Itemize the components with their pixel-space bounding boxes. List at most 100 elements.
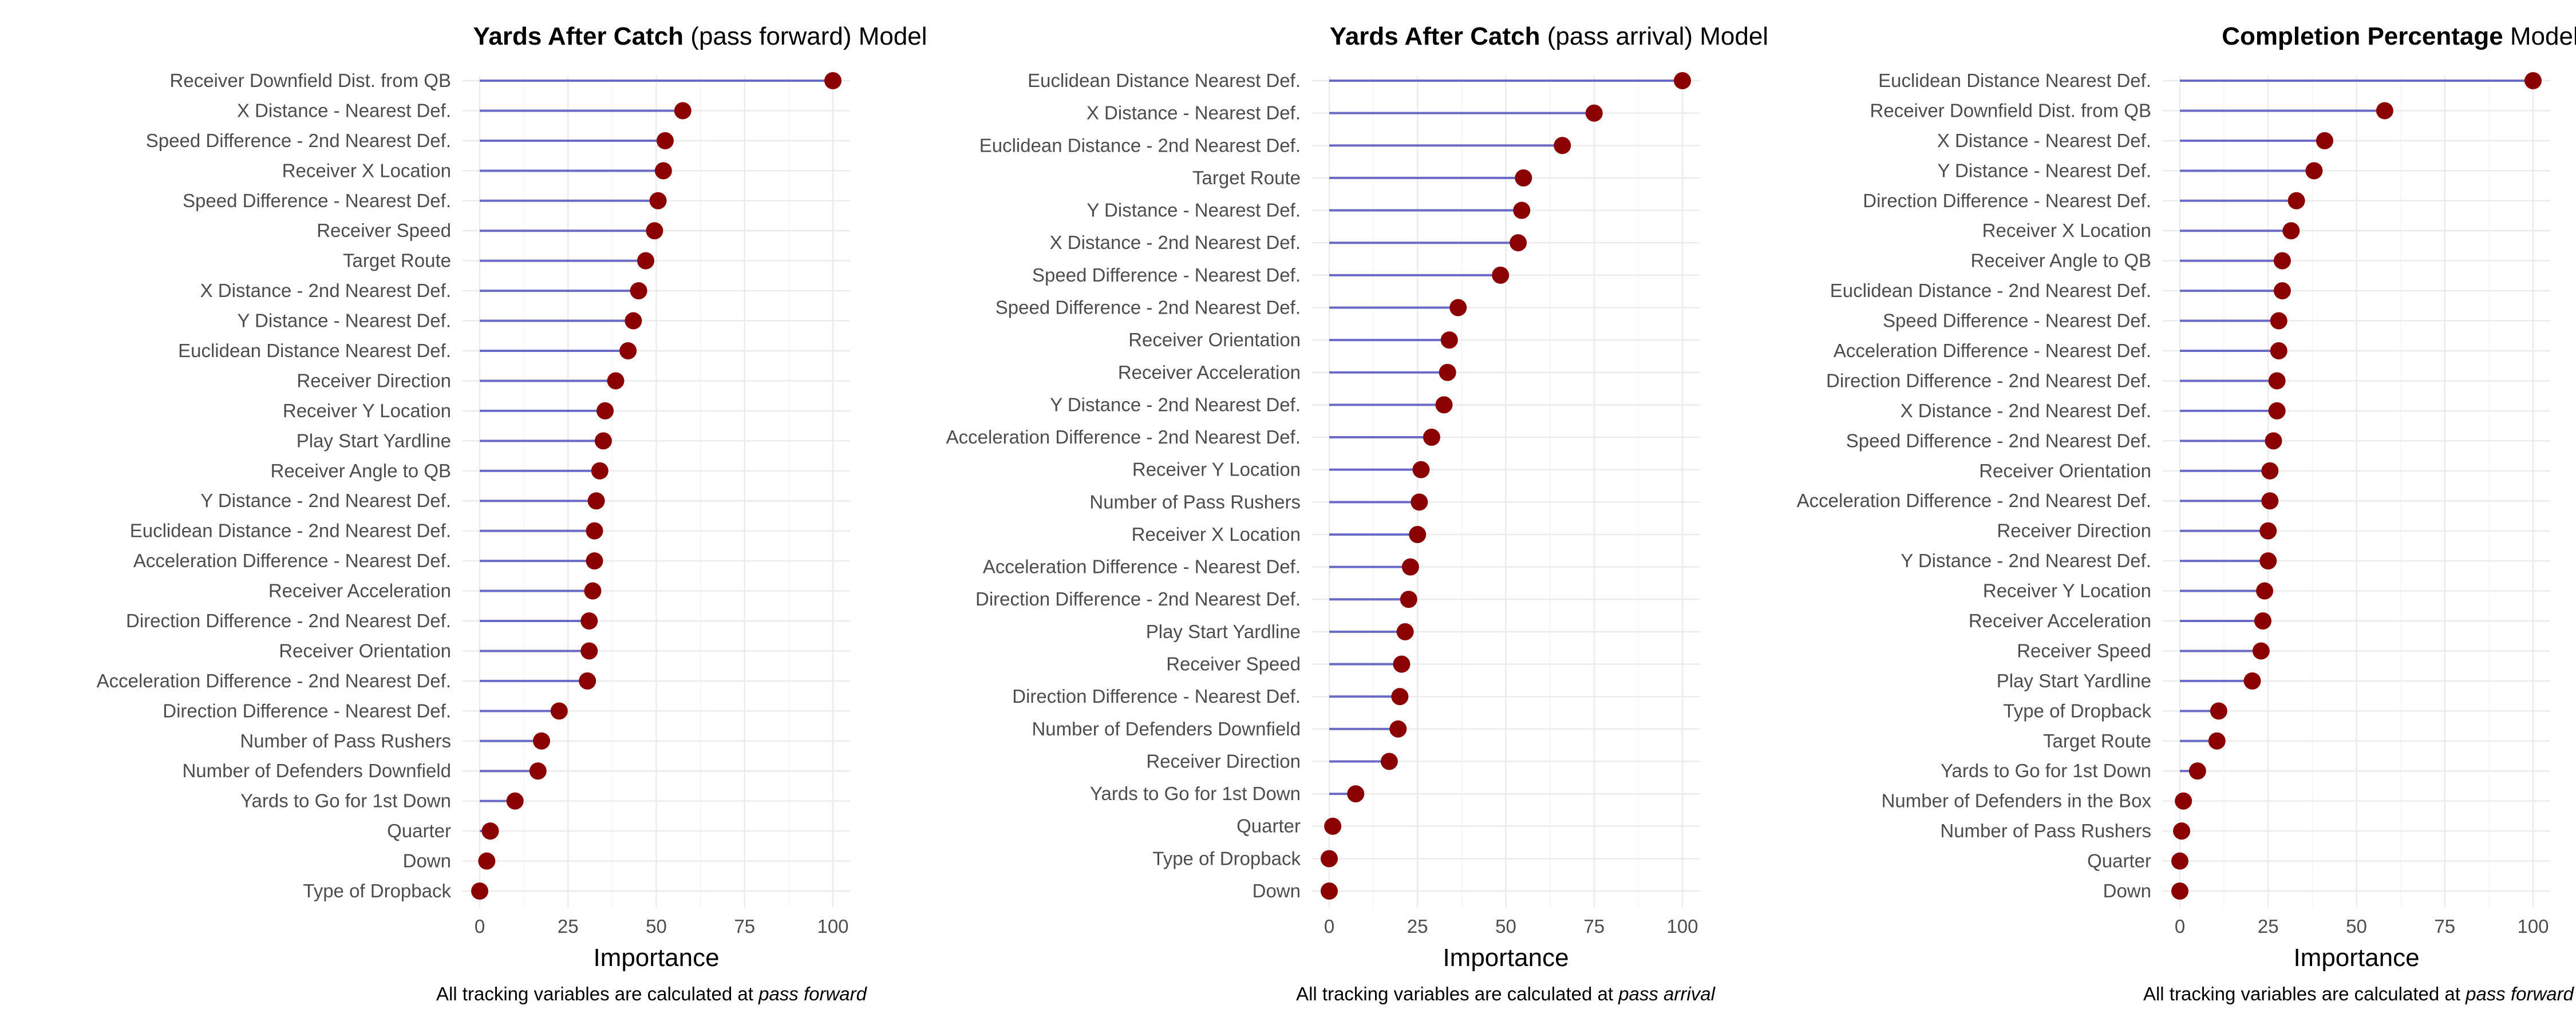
lollipop-point (2256, 582, 2274, 600)
lollipop-point (532, 732, 550, 750)
category-label: Yards to Go for 1st Down (1090, 783, 1301, 804)
lollipop-point (1674, 72, 1691, 89)
x-tick-label: 0 (2175, 916, 2185, 937)
lollipop-point (2282, 222, 2300, 240)
category-label: Speed Difference - Nearest Def. (1032, 264, 1301, 286)
x-tick-label: 75 (2434, 916, 2455, 937)
category-label: Receiver Speed (2017, 640, 2151, 661)
x-tick-label: 0 (475, 916, 485, 937)
chart-title: Completion Percentage Model (2222, 22, 2576, 50)
panel-1: Receiver Downfield Dist. from QB X Distan… (97, 22, 927, 1004)
lollipop-point (2316, 132, 2333, 149)
category-label: Play Start Yardline (297, 430, 451, 451)
chart-title: Yards After Catch (pass arrival) Model (1330, 22, 1768, 50)
category-label: Receiver Speed (1166, 654, 1301, 675)
lollipop-point (2210, 702, 2227, 720)
lollipop-point (1423, 429, 1440, 446)
caption-prefix: All tracking variables are calculated at (1296, 983, 1618, 1004)
lollipop-point (471, 882, 488, 900)
panel-2: Euclidean Distance Nearest Def. X Distanc… (946, 22, 1768, 1004)
category-label: Number of Pass Rushers (1940, 820, 2151, 841)
category-label: Y Distance - 2nd Nearest Def. (1901, 550, 2151, 571)
category-label: Yards to Go for 1st Down (240, 790, 451, 812)
category-label: Number of Defenders Downfield (182, 760, 451, 781)
lollipop-point (2259, 552, 2277, 570)
lollipop-point (2273, 252, 2291, 270)
lollipop-point (2268, 372, 2286, 390)
chart-title-bold: Yards After Catch (1330, 22, 1540, 50)
category-label: Y Distance - Nearest Def. (237, 310, 451, 331)
lollipop-point (2259, 522, 2277, 540)
lollipop-point (2268, 402, 2286, 419)
caption-prefix: All tracking variables are calculated at (436, 983, 758, 1004)
category-label: Receiver Y Location (1983, 580, 2151, 601)
category-label: X Distance - 2nd Nearest Def. (1901, 400, 2151, 421)
x-tick-label: 100 (1666, 916, 1698, 937)
category-label: Direction Difference - Nearest Def. (1863, 190, 2151, 211)
category-label: Target Route (1192, 167, 1301, 188)
category-label: Y Distance - 2nd Nearest Def. (1050, 394, 1301, 415)
category-label: Receiver Orientation (1979, 460, 2151, 481)
x-tick-label: 50 (1495, 916, 1516, 937)
lollipop-point (625, 312, 642, 330)
category-label: Receiver Direction (297, 370, 451, 391)
category-label: Number of Defenders in the Box (1882, 790, 2152, 812)
lollipop-point (1411, 493, 1428, 511)
x-tick-label: 75 (1583, 916, 1605, 937)
lollipop-point (630, 282, 647, 300)
lollipop-point (2188, 762, 2206, 780)
lollipop-point (1513, 201, 1531, 219)
lollipop-point (1515, 169, 1532, 187)
lollipop-point (2376, 102, 2393, 120)
chart-title: Yards After Catch (pass forward) Model (473, 22, 927, 50)
category-label: Receiver X Location (1132, 524, 1301, 545)
lollipop-point (594, 432, 612, 450)
lollipop-point (2208, 732, 2226, 750)
category-label: Type of Dropback (2003, 700, 2151, 721)
category-label: Receiver Angle to QB (271, 460, 452, 481)
lollipop-point (586, 522, 603, 540)
lollipop-point (2524, 72, 2542, 89)
category-label: Speed Difference - 2nd Nearest Def. (1846, 430, 2151, 451)
chart-title-rest: (pass arrival) Model (1540, 22, 1769, 50)
category-label: Target Route (343, 250, 451, 271)
category-label: Direction Difference - Nearest Def. (163, 700, 451, 721)
category-label: Direction Difference - 2nd Nearest Def. (126, 610, 451, 631)
lollipop-point (2265, 432, 2282, 450)
x-tick-label: 50 (2346, 916, 2367, 937)
lollipop-point (1440, 331, 1458, 349)
chart-caption: All tracking variables are calculated at… (2143, 983, 2575, 1004)
lollipop-point (591, 462, 609, 480)
lollipop-point (637, 252, 654, 270)
lollipop-point (1396, 623, 1414, 640)
category-label: Receiver Y Location (1132, 459, 1301, 480)
category-label: Y Distance - Nearest Def. (1086, 200, 1301, 221)
category-label: Speed Difference - 2nd Nearest Def. (146, 130, 451, 151)
category-label: Number of Defenders Downfield (1032, 718, 1301, 739)
category-label: Receiver Downfield Dist. from QB (170, 70, 451, 91)
lollipop-point (2171, 852, 2188, 870)
category-label: Type of Dropback (303, 880, 451, 901)
category-label: X Distance - Nearest Def. (237, 100, 451, 121)
lollipop-point (2261, 462, 2279, 480)
category-label: Acceleration Difference - Nearest Def. (1834, 340, 2151, 361)
lollipop-point (1412, 461, 1430, 478)
lollipop-point (607, 372, 625, 390)
lollipop-point (1321, 882, 1338, 900)
category-label: Direction Difference - 2nd Nearest Def. (1826, 370, 2151, 391)
category-label: Receiver Direction (1997, 520, 2151, 541)
lollipop-point (2252, 642, 2270, 660)
category-label: Number of Pass Rushers (240, 730, 451, 751)
lollipop-point (656, 132, 674, 149)
category-label: Acceleration Difference - 2nd Nearest De… (946, 426, 1301, 448)
x-tick-label: 25 (1407, 916, 1428, 937)
x-tick-label: 50 (646, 916, 667, 937)
category-label: Acceleration Difference - 2nd Nearest De… (1797, 490, 2151, 511)
lollipop-point (2171, 882, 2188, 900)
lollipop-point (481, 822, 499, 840)
lollipop-point (478, 852, 496, 870)
caption-italic: pass arrival (1618, 983, 1716, 1004)
lollipop-point (1585, 104, 1603, 122)
